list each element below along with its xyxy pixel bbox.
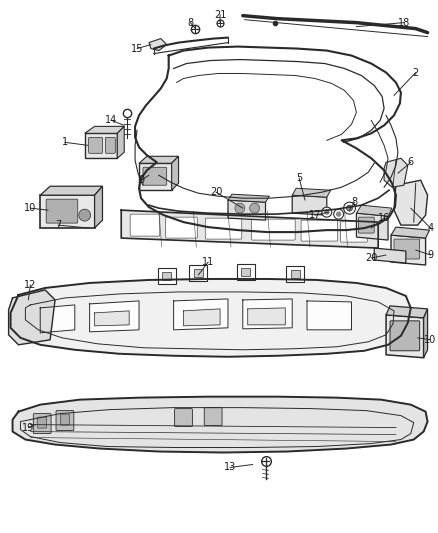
Text: 1: 1 (62, 138, 68, 147)
FancyBboxPatch shape (204, 408, 222, 425)
FancyBboxPatch shape (205, 218, 242, 239)
Polygon shape (11, 279, 411, 357)
Polygon shape (95, 186, 102, 228)
Polygon shape (139, 163, 172, 190)
FancyBboxPatch shape (162, 272, 171, 280)
Polygon shape (228, 200, 265, 220)
FancyBboxPatch shape (106, 138, 115, 154)
FancyBboxPatch shape (158, 268, 176, 284)
Polygon shape (139, 156, 179, 163)
FancyBboxPatch shape (38, 417, 46, 428)
Polygon shape (121, 210, 378, 248)
FancyBboxPatch shape (358, 217, 374, 233)
Text: 13: 13 (224, 463, 236, 472)
Polygon shape (357, 205, 392, 216)
Polygon shape (85, 133, 117, 158)
FancyBboxPatch shape (241, 269, 250, 277)
FancyBboxPatch shape (46, 199, 78, 223)
FancyBboxPatch shape (194, 270, 203, 278)
Polygon shape (391, 227, 430, 238)
FancyBboxPatch shape (88, 138, 102, 154)
FancyBboxPatch shape (189, 265, 207, 281)
Circle shape (343, 202, 356, 214)
Polygon shape (40, 305, 75, 333)
FancyBboxPatch shape (341, 221, 367, 242)
FancyBboxPatch shape (143, 167, 167, 185)
Polygon shape (95, 311, 129, 326)
Polygon shape (149, 38, 167, 51)
Polygon shape (13, 397, 427, 453)
Text: 8: 8 (351, 197, 357, 207)
Text: 20: 20 (210, 187, 223, 197)
Polygon shape (292, 195, 327, 215)
Polygon shape (40, 195, 95, 228)
Polygon shape (184, 309, 220, 326)
Text: 18: 18 (398, 18, 410, 28)
Polygon shape (357, 213, 388, 240)
Text: 16: 16 (378, 213, 390, 223)
Text: 4: 4 (427, 223, 434, 233)
Text: 9: 9 (427, 250, 434, 260)
Polygon shape (117, 126, 124, 158)
Text: 21: 21 (214, 10, 226, 20)
Text: 10: 10 (24, 203, 36, 213)
Polygon shape (307, 301, 351, 330)
FancyBboxPatch shape (301, 220, 338, 241)
Text: 8: 8 (187, 18, 194, 28)
Circle shape (337, 212, 341, 216)
FancyBboxPatch shape (56, 410, 74, 431)
Circle shape (325, 210, 329, 214)
Text: 10: 10 (424, 335, 437, 345)
FancyBboxPatch shape (390, 321, 420, 351)
Circle shape (346, 205, 353, 211)
Text: 9: 9 (138, 175, 144, 185)
Polygon shape (90, 301, 139, 332)
Circle shape (250, 203, 260, 213)
Text: 15: 15 (131, 44, 143, 54)
Text: 2: 2 (413, 68, 419, 77)
FancyBboxPatch shape (130, 214, 160, 236)
Polygon shape (374, 248, 406, 263)
FancyBboxPatch shape (166, 217, 198, 238)
Circle shape (322, 207, 332, 217)
Polygon shape (40, 186, 102, 195)
Polygon shape (394, 180, 427, 225)
Text: 14: 14 (105, 115, 117, 125)
Polygon shape (391, 235, 426, 265)
FancyBboxPatch shape (237, 264, 254, 280)
Text: 20: 20 (365, 253, 378, 263)
Polygon shape (228, 194, 269, 202)
Text: 11: 11 (202, 257, 214, 267)
Circle shape (79, 209, 91, 221)
FancyBboxPatch shape (60, 414, 69, 425)
FancyBboxPatch shape (175, 409, 192, 426)
Text: 17: 17 (309, 210, 321, 220)
Text: 7: 7 (55, 220, 61, 230)
Polygon shape (173, 299, 228, 330)
Polygon shape (243, 299, 292, 329)
FancyBboxPatch shape (252, 219, 295, 240)
Text: 5: 5 (296, 173, 302, 183)
FancyBboxPatch shape (394, 239, 420, 259)
FancyBboxPatch shape (286, 266, 304, 282)
Polygon shape (172, 156, 179, 190)
Text: 12: 12 (24, 280, 36, 290)
Polygon shape (85, 126, 124, 133)
Polygon shape (384, 158, 408, 187)
Polygon shape (248, 308, 285, 325)
Text: 6: 6 (408, 157, 414, 167)
Polygon shape (9, 290, 55, 345)
Circle shape (334, 209, 343, 219)
Polygon shape (386, 306, 427, 318)
FancyBboxPatch shape (291, 270, 300, 278)
FancyBboxPatch shape (33, 414, 51, 433)
Circle shape (235, 203, 245, 213)
Polygon shape (292, 188, 331, 197)
Polygon shape (424, 309, 427, 358)
Polygon shape (386, 315, 424, 358)
Text: 19: 19 (22, 423, 35, 433)
